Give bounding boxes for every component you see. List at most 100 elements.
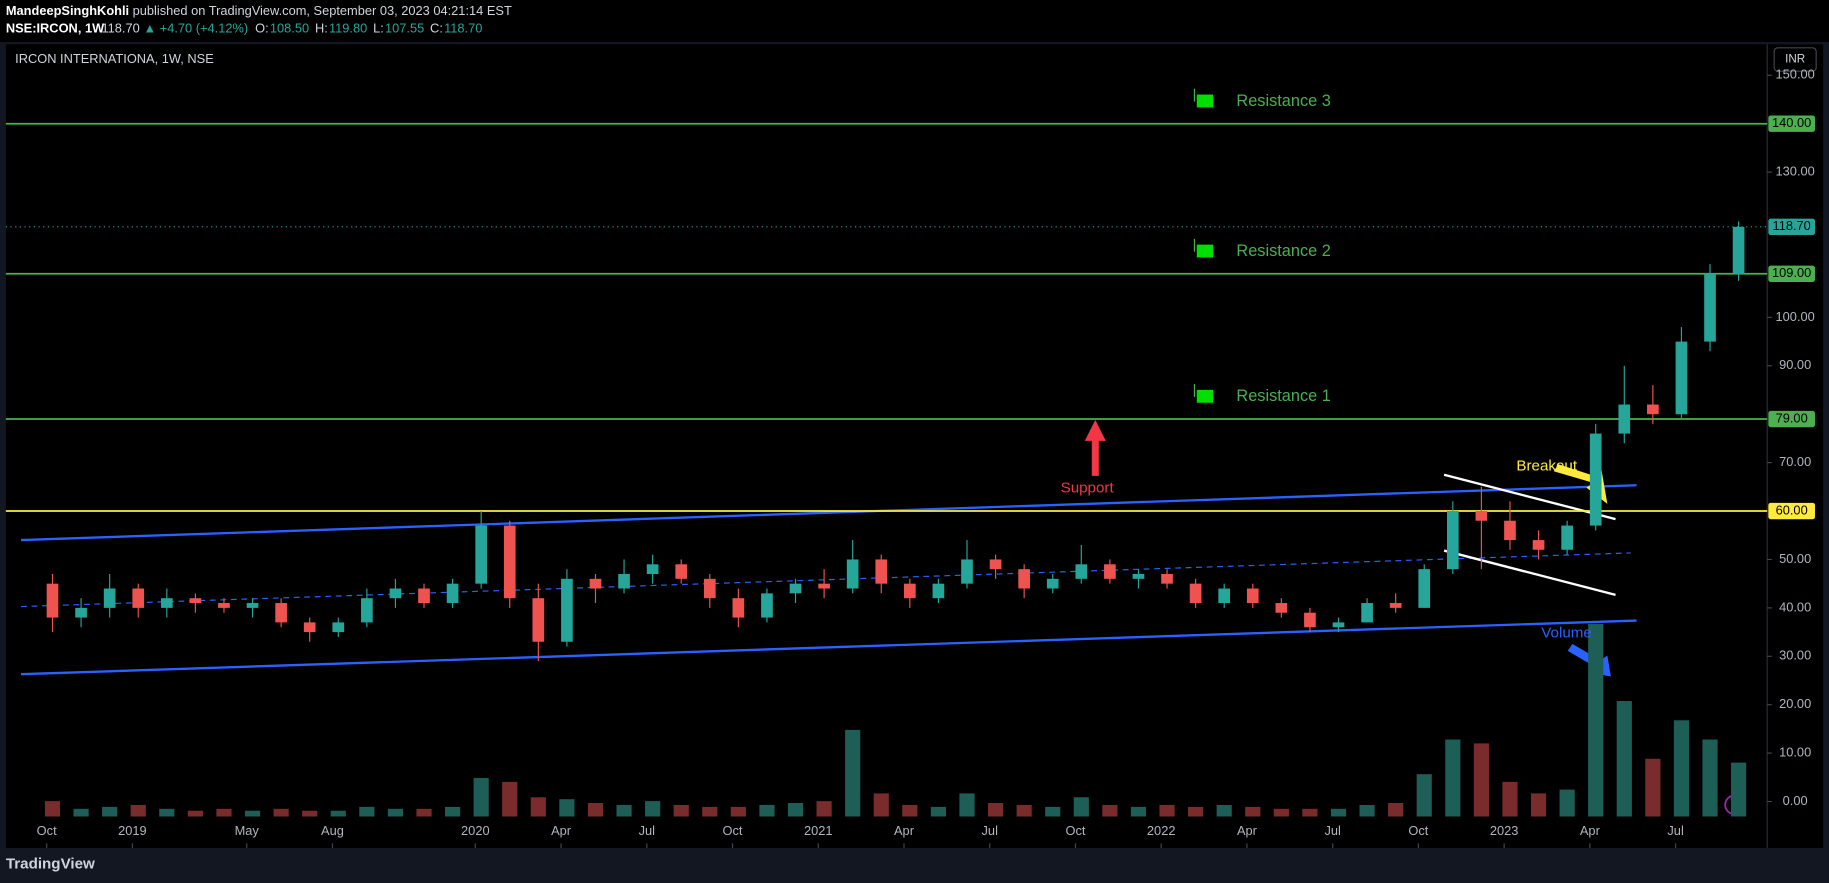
candle-body xyxy=(1161,573,1173,584)
candle-body xyxy=(646,564,659,574)
volume-bar xyxy=(530,797,546,817)
brand: TradingView xyxy=(6,855,95,872)
volume-bar xyxy=(1473,743,1489,817)
price-axis xyxy=(1767,44,1824,849)
x-tick-label: Oct xyxy=(37,823,57,838)
candle-body xyxy=(561,578,573,642)
x-tick-label: Oct xyxy=(1408,823,1428,838)
candle-body xyxy=(1561,525,1573,550)
candle-body xyxy=(160,598,173,608)
candle-body xyxy=(1104,564,1116,579)
ohlc-label: O: xyxy=(255,21,269,36)
volume-bar xyxy=(1388,803,1404,817)
volume-bar xyxy=(1102,804,1118,817)
price-line-tag xyxy=(1768,410,1815,428)
candle-body xyxy=(1704,273,1716,342)
volume-bar xyxy=(244,810,261,817)
x-tick-label: 2021 xyxy=(804,823,833,838)
candle-body xyxy=(503,525,516,599)
x-tick-label: 2019 xyxy=(118,823,147,838)
candle-body xyxy=(1475,511,1488,521)
volume-bar xyxy=(730,806,746,817)
candle-body xyxy=(875,559,888,584)
last-price: 118.70 xyxy=(101,21,139,36)
currency[interactable]: INR xyxy=(1785,53,1805,66)
volume-bar xyxy=(1673,720,1690,817)
x-tick-label: Jul xyxy=(1324,823,1340,838)
x-tick-label: May xyxy=(235,823,260,838)
volume-bar xyxy=(1045,806,1061,817)
volume-bar xyxy=(673,804,689,817)
candle-body xyxy=(532,598,545,642)
volume-bar xyxy=(330,810,346,817)
y-tick-label: 0.00 xyxy=(1783,793,1808,808)
volume-bar xyxy=(816,801,832,817)
volume-bar xyxy=(959,793,975,817)
volume-bar xyxy=(616,804,632,817)
volume-bar xyxy=(1188,806,1204,817)
candle-body xyxy=(1618,404,1631,434)
change: ▲ +4.70 (+4.12%) xyxy=(143,21,248,36)
volume-bar xyxy=(359,806,375,817)
candle-body xyxy=(303,622,316,633)
plot-area xyxy=(5,44,1768,849)
candle-body xyxy=(904,583,916,599)
candle-body xyxy=(1275,603,1288,613)
x-tick-label: 2020 xyxy=(461,823,490,838)
publisher: MandeepSinghKohli xyxy=(6,3,129,18)
candle-body xyxy=(1504,520,1516,541)
candle-body xyxy=(189,598,202,604)
candle-body xyxy=(1332,622,1345,628)
breakout-arrow xyxy=(1553,464,1608,504)
candle-body xyxy=(1389,603,1402,608)
volume-bar xyxy=(1273,808,1289,817)
volume-bar xyxy=(1359,804,1375,817)
price-line-tag xyxy=(1768,502,1815,520)
x-tick-label: Oct xyxy=(723,823,743,838)
ohlc-label: C: xyxy=(430,21,443,36)
candle-body xyxy=(761,593,773,618)
published: published on TradingView.com, September … xyxy=(133,3,512,18)
ohlc-value: 107.55 xyxy=(385,21,424,36)
price-line-label: 140.00 xyxy=(1772,115,1811,130)
volume-bar xyxy=(1588,624,1604,817)
price-line-label: 79.00 xyxy=(1776,410,1808,425)
y-tick-label: 90.00 xyxy=(1779,357,1811,372)
candle-body xyxy=(1304,612,1316,628)
y-tick-label: 10.00 xyxy=(1779,745,1811,760)
volume-bar xyxy=(102,806,118,817)
candle-body xyxy=(989,559,1002,570)
annotation: Support xyxy=(1061,480,1115,497)
currency-button[interactable] xyxy=(1773,47,1817,72)
volume-bar xyxy=(302,810,318,817)
x-tick-label: Aug xyxy=(321,823,344,838)
candle-body xyxy=(103,588,116,608)
candle-body xyxy=(961,559,973,584)
candle-body xyxy=(1732,226,1745,274)
x-tick-label: 2022 xyxy=(1147,823,1176,838)
volume-bar xyxy=(216,808,232,817)
volume-bar xyxy=(1702,739,1718,817)
y-tick-label: 150.00 xyxy=(1776,67,1815,82)
header-bar xyxy=(0,0,1829,42)
volume-bar xyxy=(445,806,461,817)
candle-body xyxy=(618,573,630,589)
flag-bottom xyxy=(1443,549,1616,597)
volume-bar xyxy=(1731,762,1747,817)
level-label: Resistance 1 xyxy=(1236,387,1330,405)
level-label: Resistance 2 xyxy=(1236,242,1330,260)
volume-bar xyxy=(502,781,518,817)
x-tick-label: Jul xyxy=(982,823,998,838)
candle-body xyxy=(361,598,373,623)
support-arrow xyxy=(1084,419,1106,476)
volume-bar xyxy=(473,778,489,817)
x-tick-label: Apr xyxy=(551,823,572,838)
x-tick-label: Oct xyxy=(1065,823,1085,838)
flag xyxy=(1196,389,1214,403)
chart-title: IRCON INTERNATIONA, 1W, NSE xyxy=(15,51,214,66)
ohlc-label: L: xyxy=(373,21,384,36)
volume-bar xyxy=(1530,793,1547,817)
volume-bar xyxy=(159,808,175,817)
symbol: NSE:IRCON, 1W xyxy=(6,21,105,36)
candle-body xyxy=(1246,588,1259,604)
